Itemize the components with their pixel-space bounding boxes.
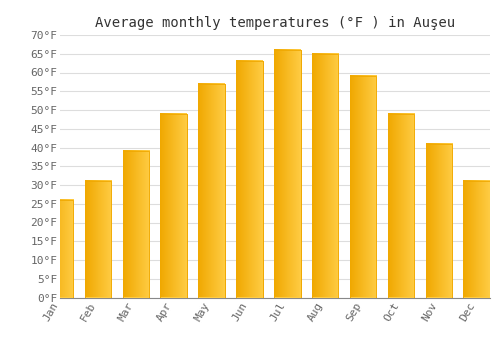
Bar (46, 200, 74, 298)
Bar (388, 114, 414, 298)
Bar (198, 84, 225, 298)
Bar (84, 181, 111, 298)
Bar (350, 76, 376, 298)
Bar (426, 144, 452, 298)
Bar (198, 84, 225, 298)
Bar (160, 114, 187, 298)
Bar (122, 151, 149, 298)
Bar (464, 181, 490, 298)
Bar (160, 114, 187, 298)
Bar (46, 200, 74, 298)
Bar (236, 61, 262, 298)
Bar (274, 50, 300, 298)
Title: Average monthly temperatures (°F ) in Auşeu: Average monthly temperatures (°F ) in Au… (95, 16, 455, 30)
Bar (350, 76, 376, 298)
Bar (274, 50, 300, 298)
Bar (312, 54, 338, 298)
Bar (388, 114, 414, 298)
Bar (236, 61, 262, 298)
Bar (426, 144, 452, 298)
Bar (84, 181, 111, 298)
Bar (312, 54, 338, 298)
Bar (464, 181, 490, 298)
Bar (122, 151, 149, 298)
